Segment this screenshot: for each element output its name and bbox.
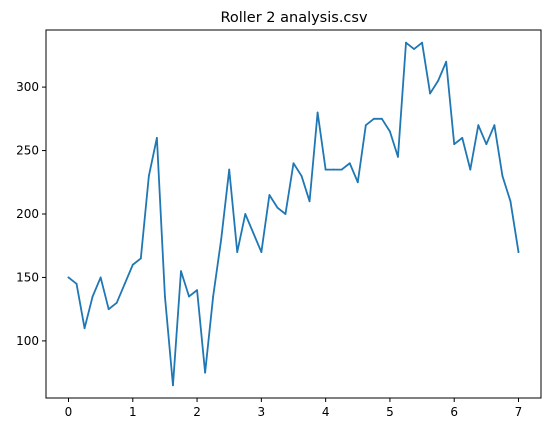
data-point (461, 136, 464, 139)
x-tick-label: 6 (450, 405, 458, 419)
data-point (437, 79, 440, 82)
y-tick-label: 100 (16, 334, 39, 348)
data-point (308, 200, 311, 203)
data-point (300, 175, 303, 177)
x-tick-label: 4 (322, 405, 330, 419)
data-point (324, 168, 327, 171)
data-point (332, 168, 335, 171)
data-point (268, 194, 271, 196)
data-point (509, 200, 512, 203)
data-point (445, 60, 448, 63)
y-tick-label: 250 (16, 144, 39, 158)
data-point (252, 232, 255, 234)
data-point (485, 143, 488, 146)
data-point (67, 276, 70, 279)
data-layer (67, 41, 520, 387)
data-point (397, 155, 399, 158)
x-tick-label: 3 (258, 405, 266, 419)
data-point (380, 117, 383, 120)
data-point (276, 206, 279, 209)
data-point (139, 257, 142, 260)
chart-title: Roller 2 analysis.csv (220, 10, 368, 26)
data-point (389, 130, 391, 133)
data-point (236, 251, 239, 253)
x-tick-label: 2 (193, 405, 201, 419)
data-point (188, 295, 190, 298)
data-point (372, 117, 375, 120)
data-point (123, 282, 126, 285)
data-point (220, 238, 223, 241)
plot-frame (45, 29, 542, 399)
data-point (131, 263, 134, 266)
axes-layer: 0 1 2 3 4 5 6 7 100 150 200 250 300 (16, 80, 522, 419)
data-point (477, 124, 480, 127)
x-tick-label: 5 (386, 405, 394, 419)
data-point (147, 175, 150, 177)
data-point (180, 270, 182, 273)
data-point (99, 276, 102, 279)
y-tick-label: 150 (16, 270, 39, 284)
data-point (405, 41, 407, 44)
data-point (493, 124, 496, 127)
data-point (348, 162, 351, 165)
data-point (228, 168, 231, 171)
data-point (164, 295, 166, 298)
data-point (284, 213, 287, 215)
x-tick-label: 0 (65, 405, 73, 419)
x-tick-label: 1 (129, 405, 137, 419)
data-point (340, 168, 343, 171)
data-point (155, 136, 158, 139)
data-point (172, 384, 174, 387)
data-point (196, 289, 198, 292)
data-point (292, 162, 295, 165)
y-tick-label: 300 (16, 80, 39, 94)
data-point (517, 251, 520, 253)
data-point (212, 295, 215, 298)
data-point (421, 41, 423, 44)
data-point (356, 181, 359, 184)
data-point (501, 175, 504, 177)
data-point (204, 371, 207, 374)
data-point (413, 48, 415, 50)
series-line-0 (67, 41, 520, 387)
data-point (429, 92, 432, 95)
data-point (91, 295, 94, 298)
x-tick-label: 7 (515, 405, 523, 419)
y-tick-label: 200 (16, 207, 39, 221)
data-point (83, 327, 86, 330)
data-point (107, 308, 110, 311)
data-point (244, 213, 247, 215)
data-point (260, 251, 263, 253)
data-point (75, 282, 78, 285)
data-point (469, 168, 472, 171)
data-point (115, 301, 118, 304)
data-point (453, 143, 456, 146)
data-point (364, 124, 367, 127)
data-point (316, 111, 319, 114)
